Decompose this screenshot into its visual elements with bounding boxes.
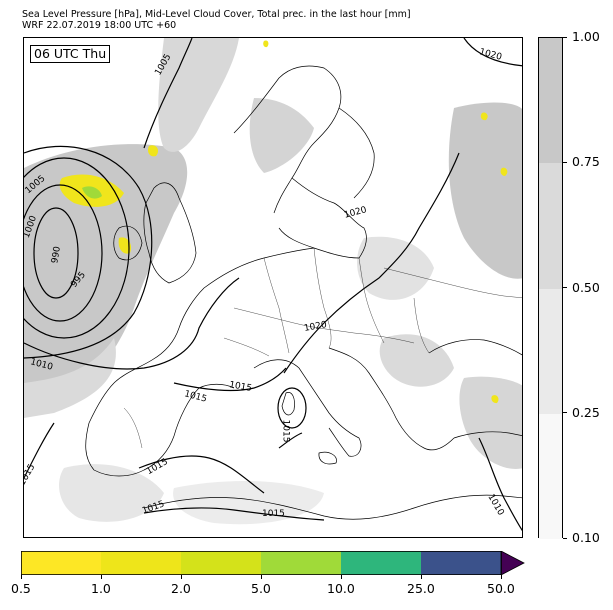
coast-sicily (318, 451, 337, 465)
cloud-cover-colorbar (538, 37, 563, 539)
cloud-east-europe (357, 236, 434, 300)
precip-spot-6 (263, 40, 269, 48)
coast-italy (253, 359, 362, 457)
isobar-1015-corsica-loop (277, 387, 307, 429)
isobar-1000 (24, 157, 130, 339)
cloud-cover-tick (563, 161, 567, 163)
cloud-cover-segment (539, 288, 562, 414)
precip-segment (341, 551, 422, 575)
precip-tick-label: 0.5 (11, 581, 31, 596)
isobar-1015-med (138, 455, 265, 494)
cloud-cover-tick-label: 0.10 (572, 530, 600, 545)
cloud-cover-tick-label: 1.00 (572, 29, 600, 44)
border-1 (263, 257, 290, 354)
border-4 (233, 307, 415, 344)
valid-time-label: 06 UTC Thu (30, 45, 111, 63)
cloud-scandinavia (249, 98, 314, 173)
chart-title: Sea Level Pressure [hPa], Mid-Level Clou… (22, 9, 411, 20)
precip-spot-3 (480, 112, 488, 121)
isobar-1020-north (463, 38, 522, 67)
isobar-1015-tyrrhenian (278, 432, 303, 449)
isobar-1015-south (143, 507, 325, 521)
isobar-label: 1015 (262, 509, 285, 519)
cloud-atlantic-lighter (24, 338, 116, 418)
precip-colorbar (21, 551, 525, 575)
precip-tick (260, 575, 262, 579)
cloud-cover-tick (563, 412, 567, 414)
precip-tick-label: 50.0 (487, 581, 515, 596)
cloud-med-south (173, 481, 324, 525)
precip-tick (20, 575, 22, 579)
isobar-990 (33, 207, 79, 299)
precip-segment (421, 551, 502, 575)
precip-tick-label: 1.0 (91, 581, 111, 596)
isobar-1020-central (283, 152, 460, 374)
coast-iceland-norway (233, 65, 342, 214)
precip-spot-4 (500, 167, 508, 176)
national-borders (123, 247, 522, 449)
map-canvas (24, 38, 522, 532)
isobar-label: 1015 (280, 419, 291, 443)
coast-baltic (278, 177, 367, 259)
cloud-turkey (459, 376, 522, 469)
cloud-iberia-south (59, 464, 164, 522)
precip-tick-label: 5.0 (251, 581, 271, 596)
coast-ireland (113, 225, 143, 261)
coast-balkans-greece (328, 347, 455, 451)
cloud-cover-tick (563, 287, 567, 288)
isobar-1005-north (143, 38, 193, 149)
isobar-1015-iberia (24, 422, 55, 479)
cloud-cover-segment (539, 413, 562, 539)
precip-tick (500, 575, 502, 579)
isobar-1010-east (478, 437, 522, 532)
cloud-cover-tick (563, 36, 567, 38)
cloud-north-sea (158, 38, 239, 152)
border-3 (358, 257, 385, 344)
precip-colorbar-frame (21, 551, 502, 575)
cloud-cover-segment (539, 163, 562, 289)
border-6 (383, 267, 522, 298)
border-8 (123, 407, 143, 449)
isobar-label: 990 (50, 245, 64, 265)
cloud-balkans (379, 334, 454, 387)
isobar-1010 (24, 277, 240, 370)
cloud-russia-ne (448, 102, 522, 279)
border-2 (313, 247, 332, 349)
cloud-cover-tick-label: 0.25 (572, 404, 600, 420)
chart-subtitle: WRF 22.07.2019 18:00 UTC +60 (22, 20, 177, 31)
coast-turkey-black-sea (428, 339, 522, 439)
precip-tick (420, 575, 422, 579)
coast-britain (143, 182, 197, 284)
precip-tick-label: 10.0 (327, 581, 355, 596)
cloud-cover-tick-label: 0.75 (572, 154, 600, 170)
precip-spot-2 (147, 145, 159, 157)
isobars (24, 38, 522, 532)
isobar-995 (24, 184, 103, 322)
precip-tick-label: 25.0 (407, 581, 435, 596)
coast-finland (338, 107, 375, 199)
isobar-1015-central (173, 367, 287, 392)
precip-segment (21, 551, 102, 575)
cloud-cover-tick (563, 537, 567, 539)
precip-spot-1 (118, 237, 132, 254)
weather-map: 06 UTC Thu 1005 1020 1005 1020 1000 990 … (23, 37, 523, 538)
precip-tick (100, 575, 102, 579)
precip-spot-5 (491, 395, 499, 404)
cloud-cover-tick-label: 0.50 (572, 279, 600, 295)
coast-sardinia (281, 392, 295, 416)
isobar-1005-west (24, 145, 153, 359)
coast-north-africa (143, 494, 522, 520)
precip-tick-label: 2.0 (171, 581, 191, 596)
precip-segment (101, 551, 182, 575)
cloud-cover-segment (539, 38, 562, 164)
precip-segment (261, 551, 342, 575)
border-5 (223, 337, 270, 357)
precip-tick (180, 575, 182, 579)
precip-tick (340, 575, 342, 579)
border-7 (413, 297, 430, 354)
precip-extend-arrow (500, 551, 525, 575)
precip-atlantic-core (82, 186, 102, 199)
precip-segment (181, 551, 262, 575)
